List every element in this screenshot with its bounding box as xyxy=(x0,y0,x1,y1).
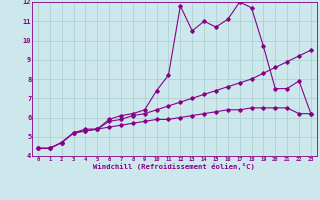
X-axis label: Windchill (Refroidissement éolien,°C): Windchill (Refroidissement éolien,°C) xyxy=(93,163,255,170)
